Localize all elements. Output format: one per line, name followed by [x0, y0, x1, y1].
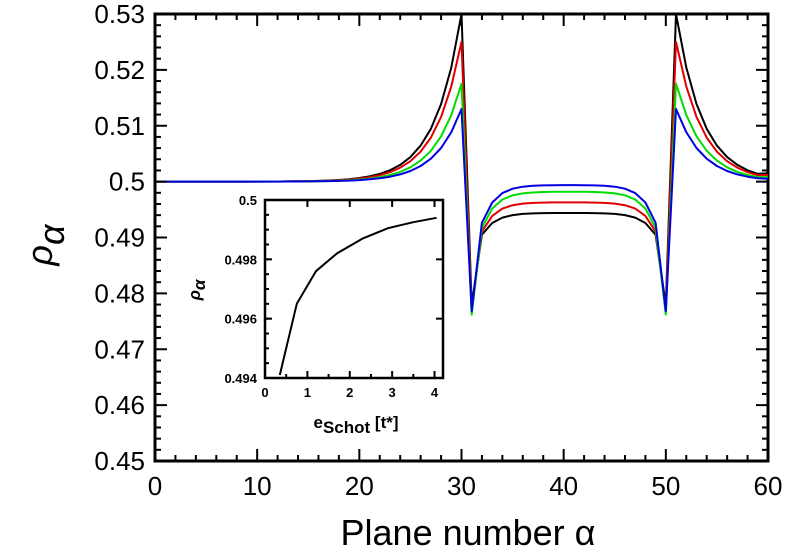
main-y-tick-label: 0.5: [109, 167, 145, 197]
main-plot: 0 10 20 30 40 50 60 0.450.460.470.480.490.50.5…: [19, 0, 782, 552]
main-y-tick-label: 0.52: [94, 55, 145, 85]
inset-plot-frame: [263, 198, 445, 380]
main-series-line-2: [155, 40, 769, 312]
main-x-tick-label: 20: [345, 471, 374, 501]
main-x-ticks: 0 10 20 30 40 50 60: [148, 14, 783, 501]
main-x-tick-label: 40: [549, 471, 578, 501]
inset-y-axis-label: ρα: [185, 278, 209, 301]
main-series-group: [155, 13, 769, 316]
inset-y-tick-label: 0.5: [239, 193, 257, 208]
main-y-ticks: 0.450.460.470.480.490.50.510.520.53: [94, 0, 768, 476]
inset-x-axis-label: eSchot [t*]: [313, 413, 398, 437]
main-x-tick-label: 0: [148, 471, 162, 501]
inset-x-tick-label: 1: [304, 385, 311, 400]
inset-x-tick-label: 0: [261, 385, 268, 400]
main-y-tick-label: 0.49: [94, 223, 145, 253]
main-x-axis-label: Plane number α: [341, 512, 596, 552]
inset-x-tick-label: 3: [389, 385, 396, 400]
main-x-tick-label: 50: [651, 471, 680, 501]
main-x-tick-label: 30: [447, 471, 476, 501]
main-y-axis-label: ρα: [19, 223, 72, 267]
main-x-tick-label: 60: [754, 471, 783, 501]
inset-plot: 0 1 2 3 4 0.494 0.496 0.498 0.5 eSchot [t*] ρα: [185, 193, 445, 437]
main-y-tick-label: 0.53: [94, 0, 145, 29]
main-plot-frame: [153, 12, 770, 463]
main-series-line-4: [155, 108, 769, 313]
main-x-tick-label: 10: [243, 471, 272, 501]
main-y-tick-label: 0.48: [94, 278, 145, 308]
inset-y-tick-label: 0.496: [224, 312, 257, 327]
main-y-tick-label: 0.51: [94, 111, 145, 141]
main-y-tick-label: 0.46: [94, 390, 145, 420]
main-y-tick-label: 0.47: [94, 334, 145, 364]
inset-y-tick-label: 0.498: [224, 252, 257, 267]
main-y-tick-label: 0.45: [94, 446, 145, 476]
inset-y-tick-label: 0.494: [224, 371, 257, 386]
inset-series-group: [278, 216, 437, 376]
inset-y-ticks: 0.494 0.496 0.498 0.5: [224, 193, 443, 386]
inset-x-ticks: 0 1 2 3 4: [261, 200, 439, 400]
inset-x-tick-label: 2: [346, 385, 353, 400]
inset-series-line-1: [278, 216, 437, 376]
inset-x-tick-label: 4: [431, 385, 439, 400]
